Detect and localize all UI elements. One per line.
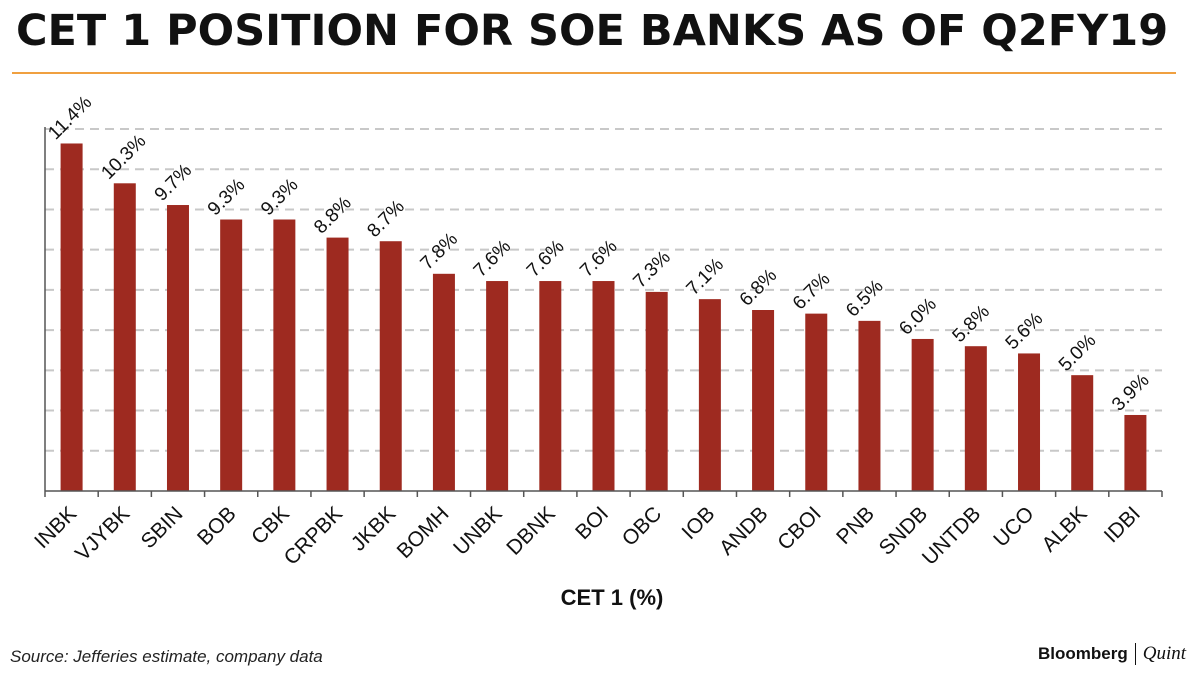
bar-andb: [752, 310, 775, 491]
data-label: 9.3%: [257, 174, 303, 220]
data-label: 9.3%: [204, 174, 250, 220]
data-label: 7.6%: [470, 236, 516, 282]
data-label: 6.8%: [736, 265, 782, 311]
data-label: 7.6%: [576, 236, 622, 282]
x-tick-label: UNBK: [449, 502, 507, 560]
data-label: 8.7%: [363, 196, 409, 242]
bar-sndb: [911, 338, 934, 491]
bar-inbk: [60, 143, 83, 492]
data-label: 7.3%: [629, 247, 675, 293]
data-label: 6.7%: [789, 269, 835, 315]
bar-unbk: [486, 281, 509, 491]
bar-dbnk: [539, 281, 562, 491]
x-tick-label: OBC: [618, 502, 666, 550]
brand-sub: Quint: [1142, 643, 1186, 664]
bar-bob: [220, 219, 243, 491]
x-tick-label: BOI: [571, 502, 613, 544]
x-tick-label: IDBI: [1100, 502, 1145, 547]
data-label: 8.8%: [310, 193, 356, 239]
data-label: 10.3%: [97, 131, 150, 184]
x-tick-label: DBNK: [502, 502, 560, 560]
bar-idbi: [1124, 414, 1147, 491]
bar-boi: [592, 281, 615, 491]
x-tick-label: ALBK: [1038, 502, 1092, 556]
bar-crpbk: [326, 237, 349, 491]
x-tick-label: BOMH: [393, 502, 454, 563]
bar-jkbk: [379, 241, 402, 491]
data-label: 9.7%: [151, 160, 197, 206]
x-tick-label: UNTDB: [918, 502, 985, 569]
data-label: 5.6%: [1002, 308, 1048, 354]
brand-main: Bloomberg: [1037, 644, 1128, 663]
source-note: Source: Jefferies estimate, company data: [10, 647, 323, 666]
bar-bomh: [432, 273, 455, 491]
bar-pnb: [858, 320, 881, 491]
x-tick-label: ANDB: [715, 502, 773, 560]
x-tick-label: CRPBK: [280, 502, 347, 569]
bar-vjybk: [113, 183, 136, 492]
data-label: 6.5%: [842, 276, 888, 322]
chart-title: CET 1 POSITION FOR SOE BANKS AS OF Q2FY1…: [16, 6, 1169, 56]
x-tick-label: PNB: [832, 502, 879, 549]
axes: [44, 127, 1163, 497]
bar-uco: [1018, 353, 1041, 491]
x-axis-label: CET 1 (%): [561, 585, 664, 610]
x-tick-label: VJYBK: [71, 502, 134, 565]
data-label: 6.0%: [895, 294, 941, 340]
x-tick-label: CBOI: [773, 502, 826, 555]
data-label: 7.8%: [417, 229, 463, 275]
data-label: 7.6%: [523, 236, 569, 282]
data-label: 7.1%: [683, 254, 729, 300]
data-label: 11.4%: [44, 92, 96, 144]
data-label: 3.9%: [1108, 370, 1154, 416]
title-rule: [12, 72, 1176, 74]
x-tick-label: IOB: [678, 502, 720, 544]
bars: [60, 143, 1147, 492]
bar-iob: [698, 299, 721, 491]
brand-logo: Bloomberg Quint: [1038, 643, 1186, 665]
bar-cboi: [805, 313, 828, 491]
bar-cbk: [273, 219, 296, 491]
x-tick-label: BOB: [193, 502, 241, 550]
bar-albk: [1071, 375, 1094, 491]
x-tick-label: UCO: [989, 502, 1038, 551]
bar-sbin: [166, 205, 189, 491]
bar-obc: [645, 291, 668, 491]
x-tick-label: CBK: [247, 502, 294, 549]
brand-separator: [1134, 643, 1136, 665]
x-tick-label: SBIN: [137, 502, 188, 553]
data-label: 5.0%: [1055, 330, 1101, 376]
data-label: 5.8%: [949, 301, 995, 347]
bar-untdb: [964, 346, 987, 491]
